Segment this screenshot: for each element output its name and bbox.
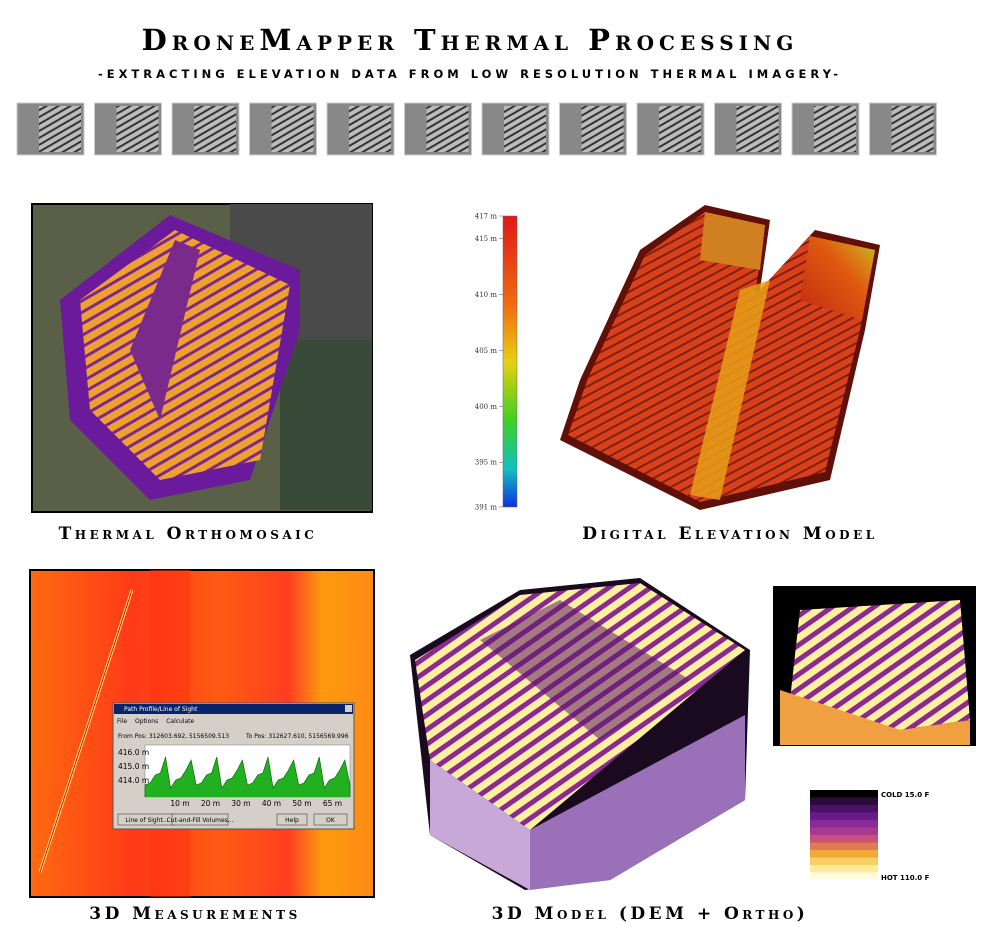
scale-label: 391 m bbox=[475, 504, 498, 512]
legend-swatch bbox=[810, 865, 878, 873]
legend-swatch bbox=[810, 857, 878, 865]
thumbnail-roof bbox=[271, 106, 314, 152]
legend-swatch bbox=[810, 850, 878, 858]
profile-x-label: 50 m bbox=[292, 799, 311, 808]
button-label: Help bbox=[285, 817, 299, 824]
legend-swatch bbox=[810, 835, 878, 843]
thumbnail-roof bbox=[39, 106, 81, 152]
scale-label: 415 m bbox=[475, 235, 498, 243]
profile-y-label: 414.0 m bbox=[118, 776, 149, 785]
profile-x-label: 20 m bbox=[201, 799, 220, 808]
digital-elevation-model: 417 m 415 m 410 m 405 m 400 m 395 m 391 m bbox=[475, 205, 880, 512]
button bbox=[171, 813, 229, 826]
3d-model: COLD 15.0 F HOT 110.0 F bbox=[410, 578, 976, 890]
thermal-orthomosaic bbox=[31, 203, 373, 513]
caption: 3D Model (DEM + Ortho) bbox=[492, 904, 809, 924]
scale-label: 405 m bbox=[475, 347, 498, 355]
button-label: Cut-and-Fill Volumes... bbox=[166, 817, 233, 824]
menu-item: Calculate bbox=[166, 718, 194, 725]
thumbnail-strip bbox=[16, 102, 937, 156]
legend-swatch bbox=[810, 790, 878, 798]
button bbox=[276, 813, 308, 826]
profile-x-label: 40 m bbox=[262, 799, 281, 808]
thumbnail-roof bbox=[814, 106, 856, 152]
thumbnail-roof bbox=[116, 106, 159, 152]
thumbnail-roof bbox=[504, 106, 546, 152]
dialog-title: Path Profile/Line of Sight bbox=[124, 706, 198, 713]
profile-x-label: 10 m bbox=[170, 799, 189, 808]
legend-hot: HOT 110.0 F bbox=[881, 874, 930, 882]
profile-y-label: 415.0 m bbox=[118, 762, 149, 771]
menu-item: File bbox=[117, 718, 127, 725]
legend-cold: COLD 15.0 F bbox=[881, 791, 930, 799]
profile-y-label: 416.0 m bbox=[118, 748, 149, 757]
thumbnail-roof bbox=[349, 106, 391, 152]
legend-swatch bbox=[810, 797, 878, 805]
profile-x-label: 65 m bbox=[323, 799, 342, 808]
thumbnail-roof bbox=[194, 106, 236, 152]
profile-x-label: 30 m bbox=[231, 799, 250, 808]
scale-label: 400 m bbox=[475, 403, 498, 411]
legend-swatch bbox=[810, 842, 878, 850]
menu-item: Options bbox=[135, 718, 158, 725]
caption: Digital Elevation Model bbox=[582, 524, 877, 544]
legend-swatch bbox=[810, 820, 878, 828]
button bbox=[313, 813, 348, 826]
thumbnail-roof bbox=[891, 106, 934, 152]
legend-swatch bbox=[810, 812, 878, 820]
thumbnail-roof bbox=[581, 106, 624, 152]
from-pos: From Pos: 312603.692, 5156509.513 bbox=[118, 733, 229, 740]
button-label: Line of Sight... bbox=[125, 817, 168, 824]
to-pos: To Pos: 312627.610, 5156569.996 bbox=[245, 733, 349, 740]
thumbnail-roof bbox=[659, 106, 701, 152]
scale-label: 410 m bbox=[475, 291, 498, 299]
button-label: OK bbox=[326, 817, 336, 824]
caption: 3D Measurements bbox=[89, 904, 301, 924]
scale-label: 417 m bbox=[475, 213, 498, 221]
subtitle: -EXTRACTING ELEVATION DATA FROM LOW RESO… bbox=[98, 67, 842, 81]
title: DroneMapper Thermal Processing bbox=[142, 23, 799, 57]
legend-swatch bbox=[810, 872, 878, 880]
legend-swatch bbox=[810, 805, 878, 813]
3d-measurements: Path Profile/Line of Sight File Options Ca… bbox=[29, 569, 375, 898]
caption: Thermal Orthomosaic bbox=[59, 524, 318, 544]
thumbnail-roof bbox=[426, 106, 469, 152]
legend-swatch bbox=[810, 827, 878, 835]
thumbnail-roof bbox=[736, 106, 779, 152]
scale-label: 395 m bbox=[475, 459, 498, 467]
